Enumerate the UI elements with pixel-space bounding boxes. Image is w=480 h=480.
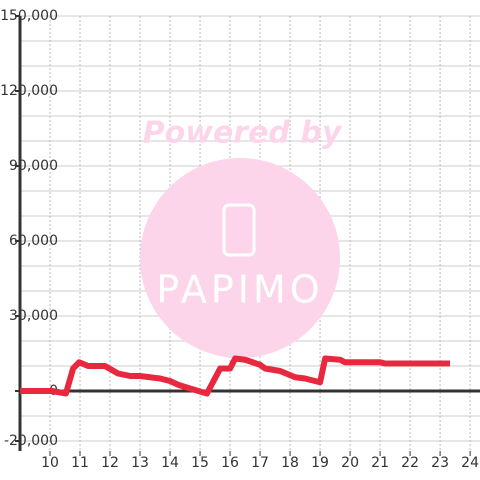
x-tick-label: 16 xyxy=(221,455,239,471)
watermark-text: Powered by xyxy=(143,116,343,151)
x-tick-label: 17 xyxy=(251,455,269,471)
y-tick-label: 90,000 xyxy=(9,158,58,174)
y-tick-label: 60,000 xyxy=(9,233,58,249)
x-tick-label: 12 xyxy=(101,455,119,471)
y-tick-label: 150,000 xyxy=(0,8,58,24)
x-tick-label: 11 xyxy=(71,455,89,471)
x-tick-label: 22 xyxy=(401,455,419,471)
x-tick-label: 23 xyxy=(431,455,449,471)
watermark-logo: PAPIMO xyxy=(156,268,323,312)
y-tick-label: 120,000 xyxy=(0,83,58,99)
x-tick-label: 15 xyxy=(191,455,209,471)
series-line xyxy=(20,355,450,397)
watermark-icon xyxy=(222,203,256,257)
watermark: Powered by PAPIMO xyxy=(140,116,343,358)
y-tick-label: -20,000 xyxy=(4,433,58,449)
x-tick-label: 13 xyxy=(131,455,149,471)
x-tick-label: 14 xyxy=(161,455,179,471)
x-tick-label: 20 xyxy=(341,455,359,471)
watermark-circle xyxy=(140,158,340,358)
x-tick-label: 24 xyxy=(461,455,479,471)
x-tick-label: 19 xyxy=(311,455,329,471)
y-tick-label: 30,000 xyxy=(9,308,58,324)
x-tick-label: 10 xyxy=(41,455,59,471)
x-tick-label: 21 xyxy=(371,455,389,471)
x-tick-label: 18 xyxy=(281,455,299,471)
